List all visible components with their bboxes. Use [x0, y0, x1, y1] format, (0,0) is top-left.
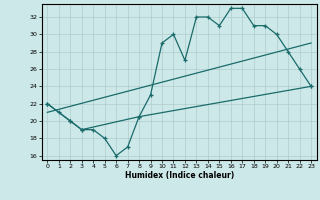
X-axis label: Humidex (Indice chaleur): Humidex (Indice chaleur): [124, 171, 234, 180]
